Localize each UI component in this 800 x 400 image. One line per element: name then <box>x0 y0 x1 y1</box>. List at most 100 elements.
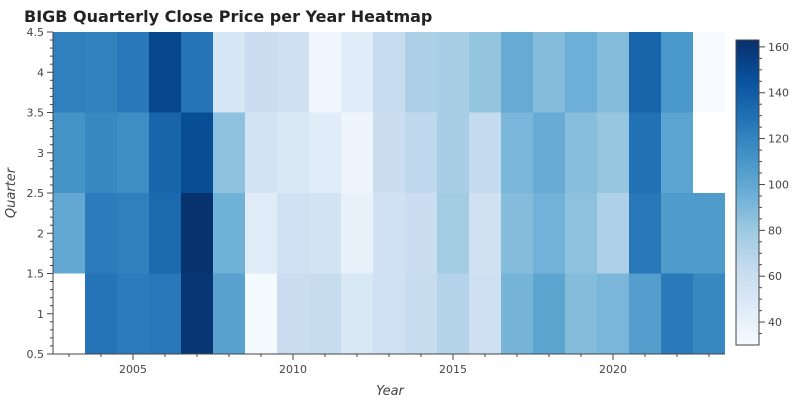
colorbar-segment <box>736 52 759 56</box>
colorbar-segment <box>736 250 759 255</box>
colorbar-segment <box>736 334 759 338</box>
heatmap-cell <box>373 273 405 354</box>
colorbar-segment <box>736 289 759 293</box>
colorbar-segment <box>736 179 759 183</box>
colorbar-tick-label: 100 <box>768 178 789 191</box>
colorbar-segment <box>736 200 759 204</box>
y-tick-label: 3.5 <box>27 107 45 120</box>
heatmap-cell <box>277 112 309 193</box>
y-axis-label: Quarter <box>4 166 19 218</box>
colorbar-tick-label: 40 <box>768 316 782 329</box>
heatmap-cell <box>117 112 149 193</box>
x-tick-label: 2020 <box>599 363 627 376</box>
colorbar-segment <box>736 284 759 288</box>
colorbar-segment <box>736 301 759 305</box>
heatmap-cell <box>469 193 501 274</box>
x-tick-label: 2005 <box>119 363 147 376</box>
colorbar-segment <box>736 245 759 250</box>
colorbar-segment <box>736 220 759 224</box>
colorbar-segment <box>736 149 759 153</box>
heatmap-cell <box>277 193 309 274</box>
heatmap-cell <box>469 32 501 113</box>
colorbar-segment <box>736 319 759 323</box>
heatmap-cell <box>309 112 341 193</box>
heatmap-cell <box>85 112 117 193</box>
colorbar-segment <box>736 55 759 59</box>
colorbar-segment <box>736 263 759 267</box>
colorbar-segment <box>736 256 759 260</box>
chart-title: BIGB Quarterly Close Price per Year Heat… <box>24 7 432 26</box>
colorbar-segment <box>736 195 759 199</box>
colorbar-segment <box>736 309 759 313</box>
heatmap-cell <box>245 193 277 274</box>
heatmap-cell <box>533 32 565 113</box>
colorbar-segment <box>736 337 759 341</box>
colorbar-segment <box>736 233 759 237</box>
colorbar-segment <box>736 268 759 272</box>
heatmap-cell <box>501 112 533 193</box>
heatmap-cell <box>181 193 213 274</box>
heatmap-cell <box>629 193 661 274</box>
heatmap-cell <box>661 273 693 354</box>
heatmap-cell <box>53 193 85 274</box>
heatmap-cell <box>149 193 181 274</box>
heatmap-cell <box>693 193 725 274</box>
heatmap-cell <box>277 273 309 354</box>
colorbar-segment <box>736 47 759 51</box>
colorbar-segment <box>736 205 759 209</box>
colorbar-segment <box>736 273 759 277</box>
heatmap-cell <box>405 193 437 274</box>
colorbar-segment <box>736 177 759 181</box>
colorbar-segment <box>736 85 759 89</box>
colorbar-segment <box>736 276 759 280</box>
colorbar-segment <box>736 271 759 275</box>
x-axis-label: Year <box>376 384 405 399</box>
colorbar-segment <box>736 146 759 150</box>
colorbar-tick-label: 80 <box>768 224 782 237</box>
y-tick-label: 4.5 <box>27 26 45 39</box>
colorbar-segment <box>736 294 759 298</box>
colorbar-segment <box>736 151 759 155</box>
heatmap-cell <box>213 273 245 354</box>
colorbar-segment <box>736 329 759 333</box>
colorbar-segment <box>736 108 759 112</box>
heatmap-cell <box>373 193 405 274</box>
colorbar-segment <box>736 174 759 178</box>
heatmap-cell <box>565 112 597 193</box>
colorbar-segment <box>736 324 759 328</box>
heatmap-cell <box>309 273 341 354</box>
colorbar-segment <box>736 217 759 222</box>
colorbar-segment <box>736 90 759 94</box>
heatmap-cell <box>117 32 149 113</box>
colorbar-segment <box>736 70 759 74</box>
colorbar-segment <box>736 162 759 166</box>
colorbar-segment <box>736 332 759 336</box>
colorbar-segment <box>736 291 759 295</box>
heatmap-cell <box>597 32 629 113</box>
heatmap-cell <box>85 273 117 354</box>
heatmap-cell <box>277 32 309 113</box>
heatmap-cell <box>597 273 629 354</box>
colorbar-segment <box>736 223 759 227</box>
colorbar-segment <box>736 266 759 270</box>
colorbar-tick-label: 140 <box>768 87 789 100</box>
heatmap-cell <box>373 112 405 193</box>
colorbar-segment <box>736 113 759 117</box>
y-tick-label: 1 <box>37 308 44 321</box>
colorbar-segment <box>736 60 759 64</box>
heatmap-cell <box>309 193 341 274</box>
colorbar-segment <box>736 88 759 92</box>
heatmap-cell <box>565 273 597 354</box>
heatmap-cell <box>533 193 565 274</box>
colorbar-segment <box>736 106 759 110</box>
colorbar-segment <box>736 296 759 300</box>
x-axis: 2005 2010 2015 2020 <box>53 353 725 376</box>
colorbar-segment <box>736 278 759 283</box>
heatmap-cell <box>501 193 533 274</box>
heatmap-cell <box>117 273 149 354</box>
colorbar-segment <box>736 306 759 311</box>
colorbar-segment <box>736 322 759 326</box>
heatmap-cell <box>341 193 373 274</box>
colorbar-segment <box>736 78 759 82</box>
